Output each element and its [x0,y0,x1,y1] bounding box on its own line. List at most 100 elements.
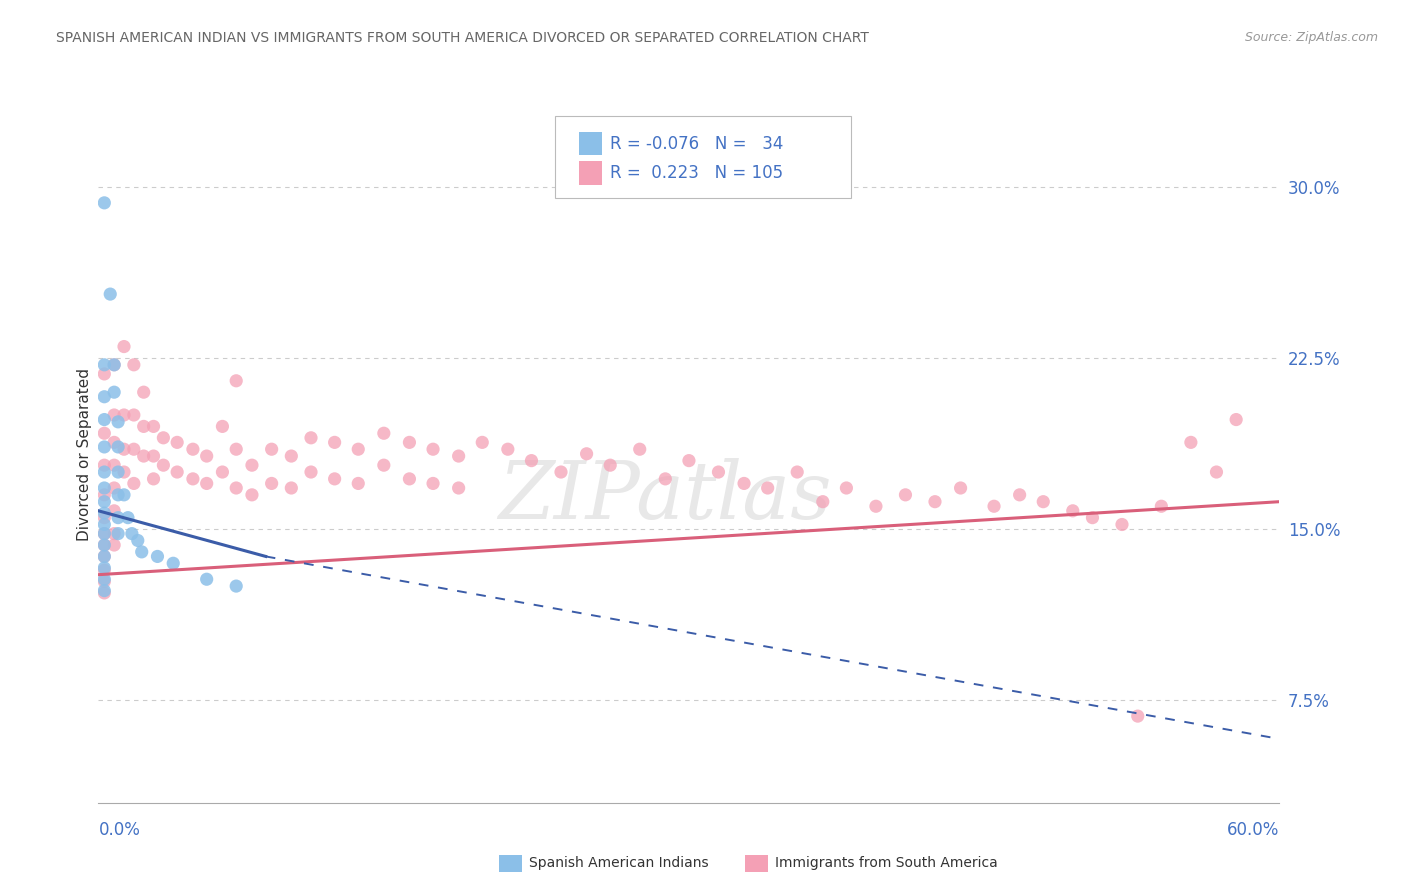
Point [654,472,676,486]
Text: SPANISH AMERICAN INDIAN VS IMMIGRANTS FROM SOUTH AMERICA DIVORCED OR SEPARATED C: SPANISH AMERICAN INDIAN VS IMMIGRANTS FR… [56,31,869,45]
Point [93,358,115,372]
Point [1205,465,1227,479]
Text: Source: ZipAtlas.com: Source: ZipAtlas.com [1244,31,1378,45]
Point [98,287,121,301]
Point [575,447,598,461]
Point [550,465,572,479]
Point [373,458,395,473]
Point [93,488,115,502]
Point [707,465,730,479]
Text: ZIPatlas: ZIPatlas [499,458,832,535]
Point [146,549,169,564]
Point [678,453,700,467]
Point [299,431,322,445]
Point [447,481,470,495]
Point [195,476,218,491]
Point [260,442,283,457]
Point [93,538,115,552]
Text: 60.0%: 60.0% [1227,821,1279,839]
Point [162,556,184,570]
Text: Immigrants from South America: Immigrants from South America [775,856,997,871]
Point [211,419,233,434]
Point [103,358,125,372]
Point [894,488,917,502]
Point [93,510,115,524]
Point [422,442,444,457]
Point [373,426,395,441]
Point [112,340,135,354]
Point [471,435,494,450]
Point [166,465,188,479]
Point [1111,517,1133,532]
Point [142,419,165,434]
Text: Spanish American Indians: Spanish American Indians [529,856,709,871]
Point [103,385,125,400]
Point [107,526,129,541]
Point [93,426,115,441]
Point [152,458,174,473]
Point [347,476,370,491]
Point [122,408,145,422]
Point [347,442,370,457]
Point [103,538,125,552]
Point [786,465,808,479]
Point [127,533,149,548]
Point [107,465,129,479]
Point [949,481,972,495]
Point [398,435,420,450]
Point [280,481,302,495]
Point [1150,500,1173,514]
Point [132,419,155,434]
Point [1126,709,1149,723]
Point [103,358,125,372]
Point [1008,488,1031,502]
Point [93,517,115,532]
Point [122,442,145,457]
Point [132,449,155,463]
Point [93,549,115,564]
Point [299,465,322,479]
Point [112,442,135,457]
Point [93,574,115,589]
Point [122,358,145,372]
Point [93,538,115,552]
Point [195,449,218,463]
Text: 0.0%: 0.0% [98,821,141,839]
Point [225,442,247,457]
Point [142,472,165,486]
Point [924,494,946,508]
Point [181,472,204,486]
Point [152,431,174,445]
Point [733,476,755,491]
Point [107,415,129,429]
Point [280,449,302,463]
Point [865,500,887,514]
Point [1225,412,1247,426]
Point [93,465,115,479]
Point [166,435,188,450]
Point [142,449,165,463]
Point [240,488,263,502]
Point [181,442,204,457]
Point [599,458,621,473]
Point [93,390,115,404]
Point [240,458,263,473]
Point [93,412,115,426]
Point [103,481,125,495]
Point [93,481,115,495]
Point [195,572,218,586]
Point [103,408,125,422]
Point [107,440,129,454]
Point [225,481,247,495]
Text: R =  0.223   N = 105: R = 0.223 N = 105 [610,164,783,182]
Point [1081,510,1104,524]
Point [93,526,115,541]
Point [628,442,651,457]
Point [93,561,115,575]
Point [117,510,139,524]
Point [103,526,125,541]
Point [122,476,145,491]
Point [1062,504,1084,518]
Point [756,481,779,495]
Point [811,494,834,508]
